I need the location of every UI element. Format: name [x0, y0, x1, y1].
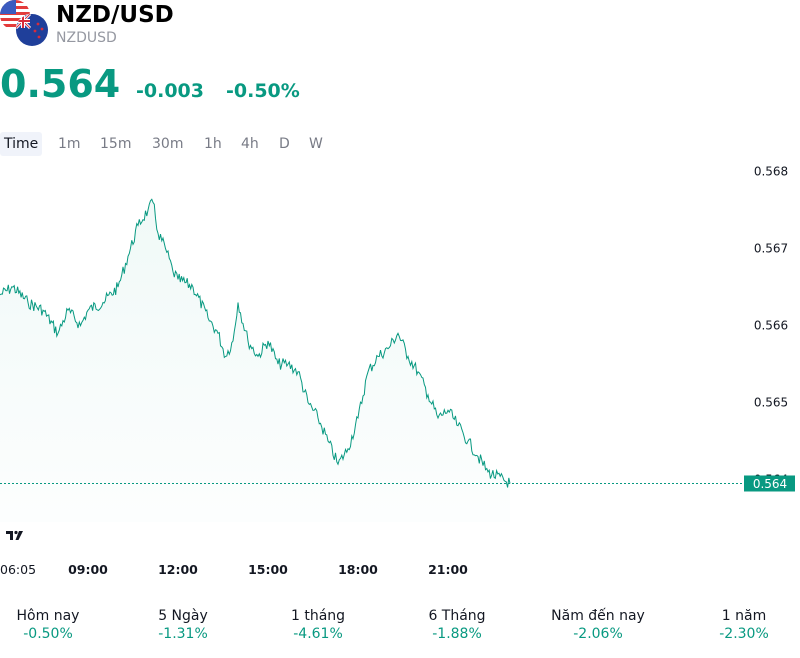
last-price: 0.564	[0, 62, 121, 106]
period-1-month[interactable]: 1 tháng -4.61%	[268, 608, 368, 642]
x-tick-label: 09:00	[68, 562, 108, 577]
last-price-label: 0.564	[753, 477, 787, 491]
tab-30m[interactable]: 30m	[152, 136, 184, 152]
last-price-tag	[744, 475, 795, 492]
x-tick-label: 21:00	[428, 562, 468, 577]
currency-flags-icon	[0, 0, 49, 47]
period-6-months[interactable]: 6 Tháng -1.88%	[402, 608, 512, 642]
y-tick-label: 0.565	[754, 396, 788, 410]
price-change-percent: -0.50%	[226, 80, 300, 102]
period-label: Hôm nay	[16, 608, 80, 624]
price-series-line	[0, 198, 511, 488]
y-tick-label: 0.568	[754, 165, 788, 179]
period-year-to-date[interactable]: Năm đến nay -2.06%	[534, 608, 662, 642]
period-label: 5 Ngày	[158, 608, 208, 624]
period-label: 1 năm	[721, 608, 767, 624]
x-tick-label: 12:00	[158, 562, 198, 577]
period-value: -1.31%	[158, 626, 208, 642]
x-tick-label: 15:00	[248, 562, 288, 577]
pair-title: NZD/USD	[56, 2, 174, 28]
tab-w[interactable]: W	[309, 136, 323, 152]
period-value: -2.06%	[573, 626, 623, 642]
x-tick-label: 18:00	[338, 562, 378, 577]
price-change: -0.003	[136, 80, 204, 102]
x-tick-label: 06:05	[0, 562, 36, 577]
tab-1m[interactable]: 1m	[58, 136, 81, 152]
tab-d[interactable]: D	[279, 136, 290, 152]
period-label: 6 Tháng	[428, 608, 486, 624]
period-label: Năm đến nay	[551, 608, 645, 624]
pair-symbol: NZDUSD	[56, 30, 117, 46]
period-5-days[interactable]: 5 Ngày -1.31%	[133, 608, 233, 642]
period-1-year[interactable]: 1 năm -2.30%	[696, 608, 792, 642]
tab-4h[interactable]: 4h	[241, 136, 259, 152]
tradingview-logo-icon	[1, 522, 27, 548]
period-value: -0.50%	[23, 626, 73, 642]
period-value: -4.61%	[293, 626, 343, 642]
header: NZD/USD NZDUSD	[0, 0, 800, 60]
y-tick-label: 0.566	[754, 319, 788, 333]
y-tick-label: 0.567	[754, 242, 788, 256]
tab-time[interactable]: Time	[0, 132, 43, 156]
tab-1h[interactable]: 1h	[204, 136, 222, 152]
price-area-fill	[0, 199, 510, 523]
period-value: -1.88%	[432, 626, 482, 642]
period-today[interactable]: Hôm nay -0.50%	[0, 608, 96, 642]
period-label: 1 tháng	[290, 608, 346, 624]
performance-periods: Hôm nay -0.50% 5 Ngày -1.31% 1 tháng -4.…	[0, 608, 800, 653]
tab-15m[interactable]: 15m	[100, 136, 132, 152]
period-value: -2.30%	[719, 626, 769, 642]
price-chart[interactable]: 0.568 0.567 0.566 0.565 0.564 06:05 09:00 12:0…	[0, 160, 800, 590]
